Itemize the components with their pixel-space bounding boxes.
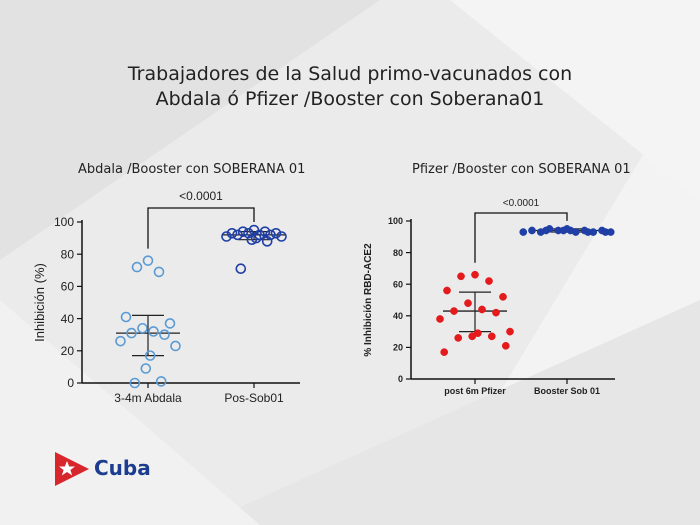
data-point — [259, 226, 271, 237]
y-tick-label: 0 — [398, 374, 403, 384]
data-point — [566, 226, 575, 235]
logo-triangle — [55, 452, 89, 486]
x-tick-label: post 6m Pfizer — [444, 386, 506, 396]
data-point — [276, 231, 287, 242]
data-point — [559, 226, 568, 235]
data-point — [601, 228, 610, 236]
data-point — [471, 270, 479, 279]
data-point — [584, 228, 592, 236]
data-point — [528, 226, 536, 235]
y-tick-label: 40 — [61, 312, 75, 326]
y-tick-label: 100 — [388, 216, 403, 226]
data-point — [164, 318, 176, 329]
data-point — [254, 229, 265, 241]
significance-label: <0.0001 — [179, 189, 223, 203]
significance-bracket — [474, 212, 568, 263]
data-point — [159, 329, 170, 341]
data-point — [129, 377, 141, 389]
y-axis-label: Inhibición (%) — [32, 263, 47, 342]
x-tick-label: Booster Sob 01 — [534, 386, 600, 396]
data-point — [142, 255, 154, 266]
data-point — [519, 228, 528, 236]
x-tick-label: Pos-Sob01 — [224, 391, 284, 405]
data-point — [457, 272, 465, 281]
data-point — [137, 322, 148, 334]
data-point — [506, 327, 514, 336]
data-point — [468, 332, 477, 341]
data-point — [246, 234, 258, 246]
data-point — [235, 263, 247, 274]
data-point — [487, 332, 496, 341]
data-point — [140, 363, 152, 374]
data-point — [243, 227, 254, 239]
data-point — [131, 261, 143, 273]
chart-title-abdala: Abdala /Booster con SOBERANA 01 — [78, 162, 306, 177]
x-tick-label: 3-4m Abdala — [114, 391, 182, 405]
y-axis-label: % Inhibición RBD-ACE2 — [363, 243, 374, 357]
data-point — [443, 286, 451, 295]
data-point — [265, 229, 276, 241]
page-title-line1: Trabajadores de la Salud primo-vacunados… — [127, 63, 573, 85]
data-point — [221, 231, 232, 242]
chart-title-pfizer: Pfizer /Booster con SOBERANA 01 — [412, 162, 631, 177]
data-point — [148, 326, 159, 337]
data-point — [226, 227, 238, 239]
y-tick-label: 60 — [61, 280, 75, 294]
data-point — [501, 341, 510, 350]
data-point — [492, 308, 500, 317]
data-point — [155, 376, 167, 387]
data-point — [440, 348, 449, 356]
star-icon — [59, 461, 75, 476]
y-tick-label: 20 — [61, 344, 75, 358]
y-tick-label: 40 — [393, 311, 403, 321]
data-point — [499, 292, 507, 301]
cuba-logo — [55, 452, 89, 486]
data-point — [115, 335, 126, 347]
data-point — [232, 229, 243, 241]
data-point — [153, 266, 165, 278]
y-tick-label: 60 — [393, 279, 403, 289]
data-point — [454, 334, 463, 342]
data-point — [120, 311, 132, 323]
data-point — [261, 236, 273, 247]
data-point — [270, 227, 282, 239]
y-tick-label: 0 — [67, 376, 74, 390]
significance-bracket — [147, 207, 255, 249]
y-tick-label: 80 — [393, 248, 403, 258]
data-point — [478, 305, 486, 314]
data-point — [464, 299, 472, 308]
y-tick-label: 80 — [61, 247, 75, 261]
significance-label: <0.0001 — [503, 198, 540, 209]
data-point — [450, 307, 458, 315]
data-point — [144, 350, 156, 361]
data-point — [237, 226, 249, 237]
data-point — [170, 340, 181, 352]
data-point — [126, 327, 137, 339]
data-point — [542, 226, 550, 235]
y-tick-label: 20 — [393, 343, 403, 353]
page-title-line2: Abdala ó Pfizer /Booster con Soberana01 — [155, 88, 545, 110]
logo-text: Cuba — [94, 456, 151, 480]
data-point — [485, 277, 493, 285]
data-point — [436, 315, 444, 323]
y-tick-label: 100 — [54, 215, 74, 229]
